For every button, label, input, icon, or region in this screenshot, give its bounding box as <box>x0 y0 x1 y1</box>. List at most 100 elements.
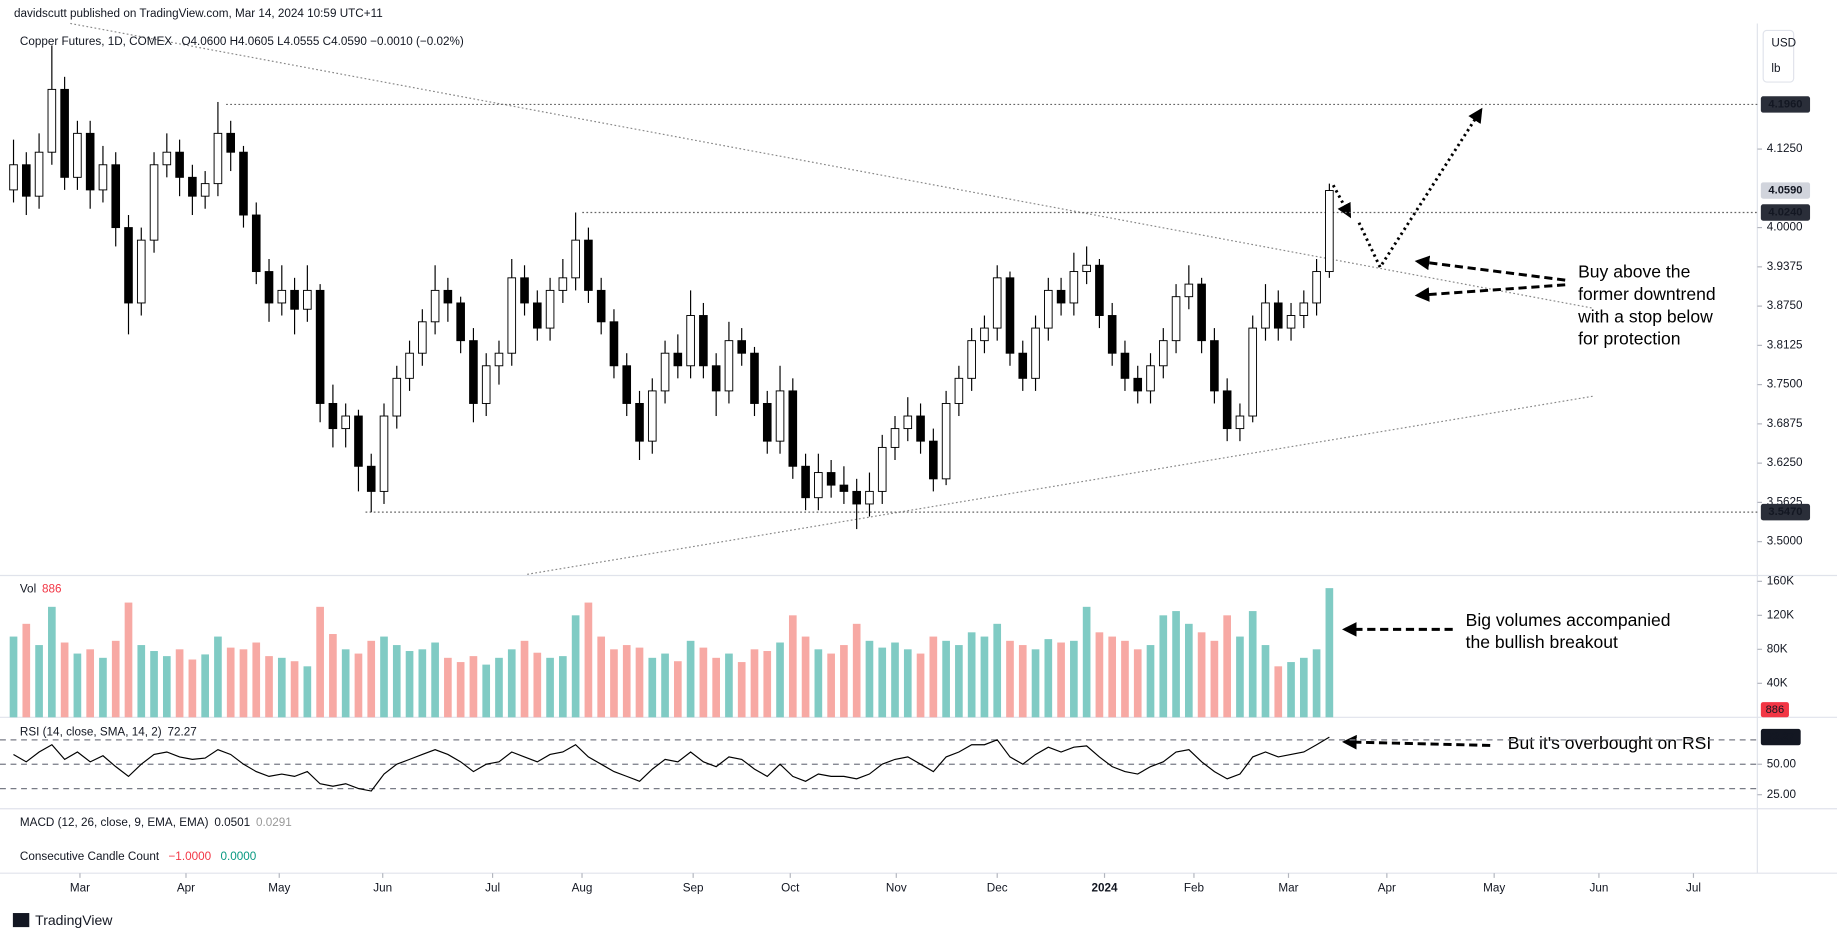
candle-body <box>533 302 542 329</box>
volume-bar <box>9 636 18 718</box>
rsi-tag-bg <box>1760 728 1801 746</box>
candle-body <box>865 490 874 505</box>
candle-body <box>481 365 491 404</box>
candle-body <box>354 415 363 467</box>
rsi-line <box>13 736 1330 792</box>
volume-tag-bg <box>1760 702 1789 718</box>
level-tag: 3.5470 <box>1768 506 1802 518</box>
level-tag: 4.1960 <box>1768 98 1802 110</box>
annotation: former downtrend <box>1578 284 1716 304</box>
candle-body <box>430 289 440 323</box>
candle-body <box>775 390 785 442</box>
volume-bar <box>648 657 657 718</box>
volume-bar <box>1248 611 1257 718</box>
candle-body <box>188 176 197 197</box>
volume-bar <box>1044 639 1053 718</box>
volume-bar <box>175 649 184 718</box>
candle-body <box>1261 302 1270 329</box>
volume-bar <box>60 642 69 718</box>
volume-bar <box>367 640 376 718</box>
volume-bar <box>124 602 133 718</box>
volume-bar <box>1031 649 1040 718</box>
volume-tick-label: 160K <box>1767 574 1795 587</box>
volume-bar <box>725 653 733 718</box>
volume-bar <box>1261 645 1270 718</box>
candle-body <box>507 277 517 354</box>
volume-bar <box>673 661 682 718</box>
volume-bar <box>1274 666 1283 718</box>
candle-body <box>366 465 376 492</box>
candle-body <box>852 490 861 505</box>
candle-body <box>596 289 606 323</box>
volume-bar <box>99 657 107 718</box>
last-price-tag-bg <box>1760 182 1811 199</box>
volume-bar <box>635 647 644 718</box>
dashed-arrow <box>1342 734 1491 750</box>
volume-bar <box>1057 642 1065 718</box>
level-tag-bg <box>1760 96 1811 113</box>
volume-bar <box>35 645 43 718</box>
volume-bar <box>316 606 324 718</box>
y-tick-label: 3.6875 <box>1767 417 1803 430</box>
volume-bar <box>1185 623 1193 718</box>
candle-body <box>1210 340 1219 392</box>
volume-bar <box>929 636 938 718</box>
candle-body <box>1299 302 1309 316</box>
candle-body <box>673 352 683 367</box>
candle-body <box>916 415 925 442</box>
count-down: −1.0000 <box>168 850 211 863</box>
volume-bar <box>916 653 925 718</box>
candle-body <box>226 132 236 153</box>
y-tick-label: 3.6250 <box>1767 456 1803 469</box>
x-tick-label: Mar <box>70 882 90 895</box>
candle-body <box>124 227 133 304</box>
annotation: with a stop below <box>1577 306 1713 326</box>
volume-bar <box>1070 640 1078 718</box>
volume-bar <box>546 657 554 718</box>
volume-bar <box>622 645 631 718</box>
volume-tick-label: 80K <box>1767 642 1788 655</box>
volume-bar <box>980 636 989 718</box>
rsi-tick-label: 25.00 <box>1767 788 1797 801</box>
candle-body <box>1107 315 1117 354</box>
candle-body <box>494 352 504 367</box>
candle-body <box>1082 264 1091 273</box>
x-tick-label: Dec <box>987 882 1008 895</box>
volume-bar <box>392 645 401 718</box>
volume-bar <box>571 615 580 718</box>
candle-body <box>1158 340 1168 367</box>
candle-body <box>967 340 976 379</box>
volume-bar <box>405 651 414 718</box>
volume-bar <box>686 640 695 718</box>
candle-body <box>1171 296 1181 342</box>
candle-body <box>545 289 555 329</box>
volume-bar <box>329 634 337 718</box>
volume-bar <box>1299 657 1308 718</box>
x-tick-label: Jul <box>1686 882 1701 895</box>
volume-bar <box>290 661 299 718</box>
candle-body <box>622 365 632 404</box>
volume-bar <box>1095 632 1104 718</box>
rsi-tag: 72.27 <box>1767 731 1795 743</box>
x-tick-label: May <box>1483 882 1505 895</box>
candle-body <box>9 164 18 191</box>
candle-body <box>1133 377 1143 392</box>
candle-body <box>60 88 69 178</box>
candle-body <box>1235 415 1245 430</box>
candle-body <box>264 271 274 304</box>
candle-body <box>149 164 159 241</box>
candle-body <box>251 214 261 273</box>
candle-body <box>456 302 465 342</box>
annotation: But it's overbought on RSI <box>1508 733 1711 753</box>
y-tick-label: 3.7500 <box>1767 378 1803 391</box>
macd-legend: MACD (12, 26, close, 9, EMA, EMA) 0.0501 0… <box>20 816 292 829</box>
volume-bar <box>597 636 606 718</box>
volume-bar <box>226 647 235 718</box>
candle-body <box>992 277 1002 329</box>
volume-bar <box>737 662 746 718</box>
annotation: Buy above the <box>1578 262 1690 282</box>
unit-box <box>1762 29 1795 83</box>
volume-bar <box>507 649 516 718</box>
volume-bar <box>865 640 874 718</box>
